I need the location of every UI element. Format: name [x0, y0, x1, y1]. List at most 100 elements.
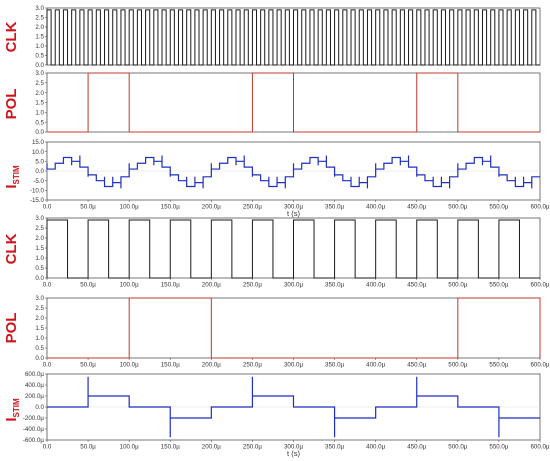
y-tick-label: 1.0	[35, 110, 44, 117]
x-tick-label: 550.0µ	[489, 444, 508, 451]
y-tick-label: 2.0	[35, 315, 44, 322]
y-tick-label: 2.5	[35, 305, 44, 312]
x-tick-label: 250.0µ	[243, 362, 262, 369]
y-tick-label: 3.0	[35, 70, 44, 77]
series-line-istim	[46, 155, 540, 189]
series-line-clk	[46, 9, 540, 66]
x-tick-label: 500.0µ	[448, 282, 467, 289]
x-tick-label: 500.0µ	[448, 362, 467, 369]
series-line-istim	[47, 376, 540, 438]
x-tick-label: 0.0	[43, 204, 52, 211]
x-tick-label: 200.0µ	[202, 444, 221, 451]
y-tick-label: 3.0	[35, 5, 44, 12]
x-tick-label: 350.0µ	[325, 444, 344, 451]
y-tick-label: -600.0µ	[23, 437, 45, 444]
x-tick-label: 550.0µ	[489, 204, 508, 211]
y-tick-label: 0.0	[35, 129, 44, 136]
panel-1-clk: CLK 3.0 2.5 2.0 1.5 1.0 0.5 0.0	[3, 5, 541, 69]
y-tick-label: 0.5	[35, 345, 44, 352]
x-tick-label: 400.0µ	[366, 362, 385, 369]
signal-label: ISTIM	[3, 398, 21, 422]
y-tick-label: 0.0	[35, 404, 44, 411]
x-tick-label: 600.0µ	[530, 282, 549, 289]
x-tick-label: 400.0µ	[366, 444, 385, 451]
y-tick-label: -10.0	[30, 188, 45, 195]
panel-2-pol: POL 3.0 2.5 2.0 1.5 1.0 0.5 0.0	[3, 70, 541, 136]
y-tick-label: 1.0	[35, 335, 44, 342]
y-tick-label: 0.0	[35, 355, 44, 362]
x-tick-label: 0.0	[43, 282, 52, 289]
y-tick-label: 3.0	[35, 295, 44, 302]
y-tick-label: 1.0	[35, 43, 44, 50]
x-tick-label: 450.0µ	[407, 204, 426, 211]
x-tick-label: 150.0µ	[161, 204, 180, 211]
series-line-clk	[46, 219, 540, 279]
x-tick-label: 300.0µ	[284, 204, 303, 211]
y-tick-label: 1.5	[35, 245, 44, 252]
y-tick-label: 5.0	[35, 159, 44, 166]
y-tick-label: 1.5	[35, 100, 44, 107]
y-tick-label: -400.0µ	[23, 426, 45, 433]
y-tick-label: 0.0	[35, 275, 44, 282]
x-tick-label: 100.0µ	[120, 362, 139, 369]
x-tick-label: 50.0µ	[80, 204, 96, 211]
x-tick-label: 350.0µ	[325, 282, 344, 289]
signal-label-text: CLK	[3, 21, 20, 52]
x-tick-label: 250.0µ	[243, 444, 262, 451]
y-tick-label: -5.0	[33, 178, 44, 185]
x-tick-label: 0.0	[43, 362, 52, 369]
y-tick-label: 2.0	[35, 24, 44, 31]
y-tick-label: 10.0	[32, 149, 45, 156]
y-tick-label: 0.0	[35, 62, 44, 69]
signal-label: POL	[3, 313, 20, 344]
signal-label-text: POL	[3, 313, 20, 344]
x-tick-label: 450.0µ	[407, 444, 426, 451]
x-tick-label: 100.0µ	[120, 204, 139, 211]
y-tick-label: 0.5	[35, 119, 44, 126]
x-tick-label: 150.0µ	[161, 282, 180, 289]
y-tick-label: 15.0	[32, 139, 45, 146]
x-tick-label: 300.0µ	[284, 282, 303, 289]
plot-frame	[46, 297, 541, 359]
y-tick-label: 2.5	[35, 15, 44, 22]
x-tick-label: 600.0µ	[530, 444, 549, 451]
x-axis-label: t (s)	[287, 449, 300, 458]
x-tick-label: 150.0µ	[161, 444, 180, 451]
signal-label: CLK	[3, 233, 20, 264]
y-tick-label: 1.5	[35, 34, 44, 41]
y-tick-label: 2.5	[35, 80, 44, 87]
y-tick-label: 2.0	[35, 90, 44, 97]
x-tick-label: 550.0µ	[489, 362, 508, 369]
x-tick-label: 300.0µ	[284, 444, 303, 451]
x-tick-label: 600.0µ	[530, 362, 549, 369]
x-tick-label: 450.0µ	[407, 282, 426, 289]
y-tick-label: 200.0µ	[25, 393, 44, 400]
signal-label-subscript: STIM	[12, 165, 21, 184]
x-tick-label: 100.0µ	[120, 444, 139, 451]
x-tick-label: 0.0	[43, 444, 52, 451]
y-tick-label: -200.0µ	[23, 415, 45, 422]
x-tick-label: 100.0µ	[120, 282, 139, 289]
y-tick-label: 1.5	[35, 325, 44, 332]
signal-label-text: POL	[3, 89, 20, 120]
signal-label-text: I	[3, 184, 20, 188]
x-axis-label: t (s)	[287, 209, 300, 218]
signal-label: ISTIM	[3, 165, 21, 189]
x-tick-label: 500.0µ	[448, 444, 467, 451]
signal-label: CLK	[3, 21, 20, 52]
signal-label-text: I	[3, 417, 20, 421]
y-tick-label: -15.0	[30, 197, 45, 204]
series-line-pol	[47, 297, 541, 359]
x-tick-label: 600.0µ	[530, 204, 549, 211]
panel-4-clk: CLK 3.0 2.5 2.0 1.5 1.0 0.5 0.00.0 50.0µ 100.0µ 15…	[3, 215, 550, 288]
x-tick-label: 250.0µ	[243, 282, 262, 289]
x-tick-label: 350.0µ	[325, 362, 344, 369]
panel-6-istim: ISTIM 600.0µ 400.0µ 200.0µ 0.0 -200.0µ -400.0µ…	[3, 371, 550, 458]
y-tick-label: 0.5	[35, 53, 44, 60]
x-tick-label: 200.0µ	[202, 204, 221, 211]
x-tick-label: 50.0µ	[80, 444, 96, 451]
x-tick-label: 400.0µ	[366, 282, 385, 289]
y-tick-label: 400.0µ	[25, 382, 44, 389]
x-tick-label: 400.0µ	[366, 204, 385, 211]
signal-label: POL	[3, 89, 20, 120]
